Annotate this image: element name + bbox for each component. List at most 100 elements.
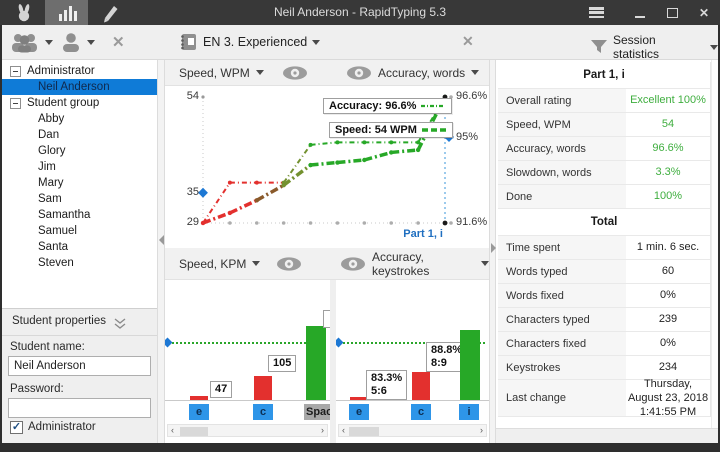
tab-typing[interactable]: [2, 0, 45, 25]
left-axis-tick: 35: [186, 186, 199, 198]
table-row: Speed, WPM 54: [498, 113, 710, 137]
speed-kpm-visibility-toggle[interactable]: [276, 256, 302, 271]
speed-wpm-visibility-toggle[interactable]: [282, 65, 308, 80]
scrollbar-thumb[interactable]: [180, 427, 208, 436]
user-tree: Administrator Neil Anderson Student group A…: [2, 60, 157, 308]
student-properties-title: Student properties: [12, 315, 106, 327]
tree-item-abby[interactable]: Abby: [2, 111, 157, 127]
tree-item-jim[interactable]: Jim: [2, 159, 157, 175]
student-group-menu-button[interactable]: [10, 31, 53, 53]
chevron-down-icon[interactable]: [252, 261, 261, 266]
tree-item-student-group[interactable]: Student group: [2, 95, 157, 111]
charts-panel: Speed, WPM Accuracy, words: [165, 60, 489, 443]
table-row: Accuracy, words 96.6%: [498, 137, 710, 161]
accuracy-annotation-text: Accuracy: 96.6%: [329, 100, 417, 112]
bottom-chart-header: Speed, KPM Accuracy, keystrokes: [165, 248, 489, 280]
tree-item-sam[interactable]: Sam: [2, 191, 157, 207]
bar-value-label: 83.3% 5:6: [366, 370, 408, 400]
tree-item-neil-anderson[interactable]: Neil Anderson: [2, 79, 157, 95]
tree-item-label: Mary: [38, 177, 64, 189]
minimize-button[interactable]: [626, 0, 654, 25]
table-row-value: 100%: [653, 190, 683, 203]
password-field[interactable]: [8, 398, 151, 418]
chevron-down-icon[interactable]: [255, 70, 264, 75]
table-section-header: Total: [498, 209, 710, 236]
speed-wpm-dropdown[interactable]: Speed, WPM: [179, 65, 250, 80]
chevron-down-icon: [45, 39, 53, 45]
tree-item-steven[interactable]: Steven: [2, 255, 157, 271]
table-row-label: Characters fixed: [498, 332, 626, 355]
right-splitter[interactable]: [489, 60, 496, 443]
collapse-left-arrow-icon[interactable]: [159, 235, 164, 245]
tree-item-glory[interactable]: Glory: [2, 143, 157, 159]
horizontal-scrollbar[interactable]: ‹ ›: [338, 424, 487, 437]
accuracy-words-visibility-toggle[interactable]: [346, 65, 372, 80]
table-row-value: 54: [661, 118, 675, 131]
accuracy-line-sample-icon: [421, 104, 446, 108]
tree-item-santa[interactable]: Santa: [2, 239, 157, 255]
tree-item-label: Dan: [38, 129, 60, 141]
scrollbar-thumb[interactable]: [349, 427, 379, 436]
scroll-left-arrow-icon[interactable]: ‹: [342, 425, 345, 435]
tab-lesson-editor[interactable]: [88, 0, 131, 25]
bar-c: [412, 372, 430, 400]
top-chart-header: Speed, WPM Accuracy, words: [165, 60, 489, 86]
close-button[interactable]: ✕: [690, 0, 718, 25]
table-row: Keystrokes 234: [498, 356, 710, 380]
session-selector[interactable]: Session statistics: [590, 33, 718, 61]
bar-charts-row: e 47 c 105 Spac ‹ › e 83.3% 5:6 c 88.8% 8:9 i ‹ ›: [165, 280, 489, 443]
pen-icon: [103, 5, 117, 22]
bar-value-label: 105: [268, 355, 297, 372]
divider: [2, 335, 157, 336]
bar-chart-icon: [58, 5, 77, 21]
administrator-checkbox-label: Administrator: [28, 421, 96, 433]
tree-item-samuel[interactable]: Samuel: [2, 223, 157, 239]
table-row: Last change Thursday, August 23, 2018 1:4…: [498, 378, 710, 418]
chevron-down-icon[interactable]: [471, 70, 480, 75]
maximize-button[interactable]: [658, 0, 686, 25]
eye-icon: [277, 256, 302, 271]
delete-x-icon: ✕: [112, 34, 125, 51]
x-axis-label: Part 1, i: [403, 228, 443, 240]
scroll-right-arrow-icon[interactable]: ›: [321, 425, 324, 435]
window-title: Neil Anderson - RapidTyping 5.3: [273, 5, 447, 19]
right-axis-tick: 91.6%: [456, 216, 488, 228]
collapse-box-icon[interactable]: [10, 65, 21, 77]
lesson-selector[interactable]: EN 3. Experienced: [178, 32, 321, 52]
scroll-left-arrow-icon[interactable]: ‹: [171, 425, 174, 435]
accuracy-keystrokes-dropdown[interactable]: Accuracy, keystrokes: [372, 249, 430, 278]
chevron-down-icon[interactable]: [481, 261, 489, 266]
speed-kpm-dropdown[interactable]: Speed, KPM: [179, 256, 247, 271]
main-menu-button[interactable]: [582, 0, 610, 25]
administrator-checkbox[interactable]: ✓: [10, 421, 23, 434]
left-splitter[interactable]: [157, 60, 165, 443]
scroll-right-arrow-icon[interactable]: ›: [480, 425, 483, 435]
rabbit-icon: [18, 3, 29, 21]
divider: [330, 280, 336, 443]
goal-diamond-icon: [336, 337, 344, 348]
delete-student-button[interactable]: ✕: [112, 33, 125, 51]
collapse-panel-button[interactable]: [114, 318, 126, 332]
table-row-label: Words fixed: [498, 284, 626, 307]
tree-item-mary[interactable]: Mary: [2, 175, 157, 191]
tree-item-dan[interactable]: Dan: [2, 127, 157, 143]
table-row-value: 234: [658, 361, 678, 374]
close-lesson-button[interactable]: ✕: [462, 33, 474, 50]
collapse-right-arrow-icon[interactable]: [491, 243, 496, 253]
student-menu-button[interactable]: [60, 31, 95, 53]
accuracy-keystrokes-visibility-toggle[interactable]: [340, 256, 366, 271]
tree-item-label: Steven: [38, 257, 74, 269]
horizontal-scrollbar[interactable]: ‹ ›: [167, 424, 328, 437]
vertical-scrollbar[interactable]: [711, 60, 718, 428]
collapse-box-icon[interactable]: [10, 97, 21, 109]
table-row-label: Overall rating: [498, 89, 626, 112]
tab-statistics[interactable]: [45, 0, 88, 25]
accuracy-words-dropdown[interactable]: Accuracy, words: [378, 65, 466, 80]
speed-line-sample-icon: [421, 128, 446, 132]
student-name-field[interactable]: [8, 356, 151, 376]
goal-diamond-icon: [165, 337, 173, 348]
chevron-down-icon: [87, 39, 95, 45]
tree-item-administrator[interactable]: Administrator: [2, 63, 157, 79]
line-chart: 54 35 29 96.6% 95% 91.6% Accuracy: 96.6%…: [165, 86, 489, 248]
tree-item-samantha[interactable]: Samantha: [2, 207, 157, 223]
